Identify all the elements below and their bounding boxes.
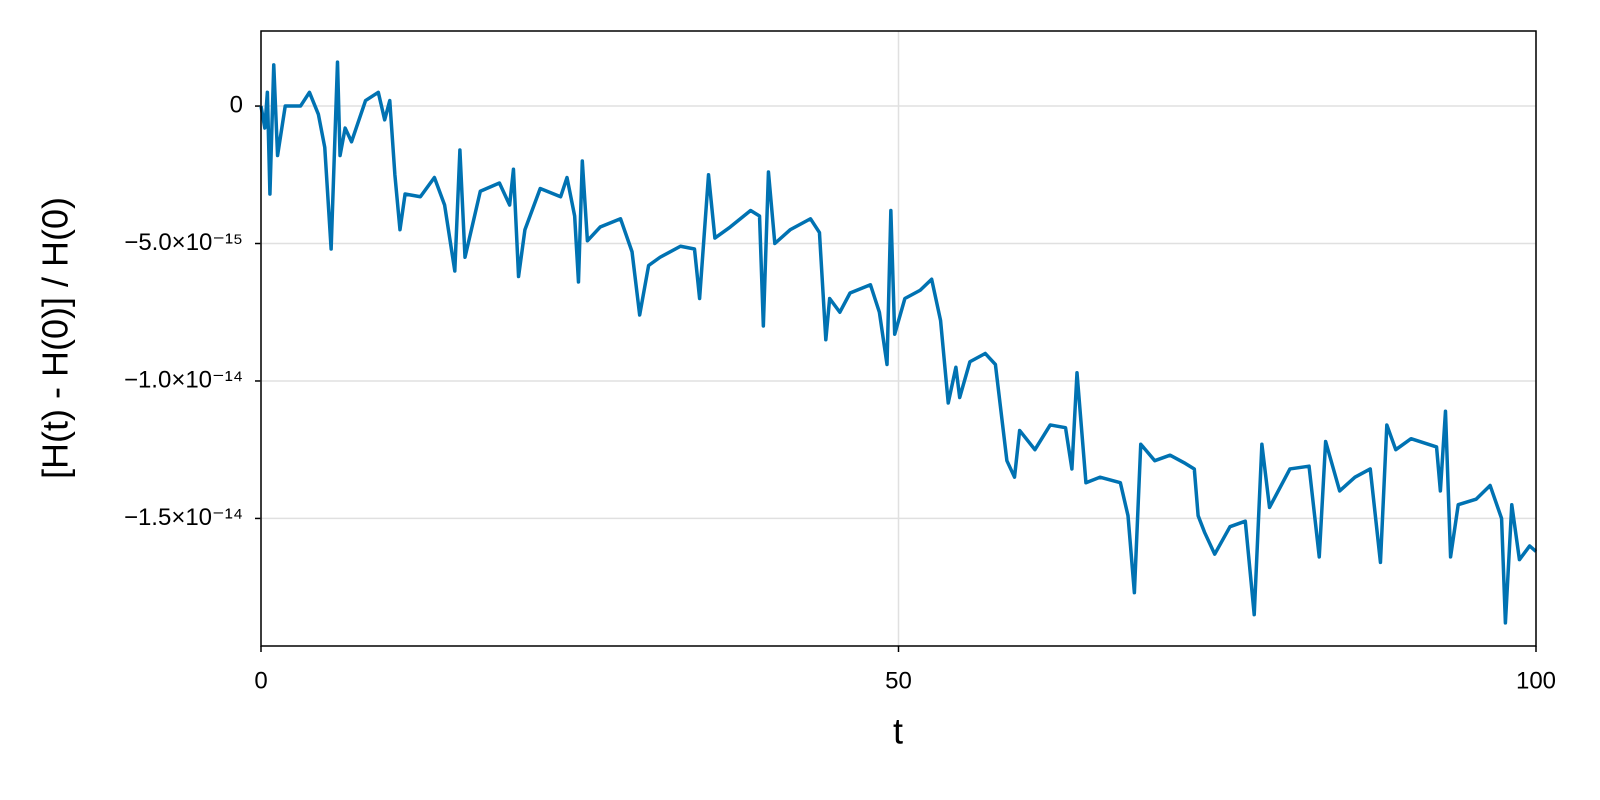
y-axis-label: [H(t) - H(0)] / H(0) <box>35 197 76 479</box>
plot-frame <box>260 30 1537 647</box>
x-tick-label: 100 <box>1516 667 1556 694</box>
y-tick-label: −5.0×10⁻¹⁵ <box>124 229 243 256</box>
y-tick-label: −1.5×10⁻¹⁴ <box>124 504 243 531</box>
line-series <box>259 60 1538 625</box>
x-tick-label: 0 <box>254 667 267 694</box>
x-tick-label: 50 <box>885 667 912 694</box>
y-tick-label: −1.0×10⁻¹⁴ <box>124 366 243 393</box>
y-tick-label: 0 <box>230 91 243 118</box>
x-axis-label: t <box>893 711 903 752</box>
